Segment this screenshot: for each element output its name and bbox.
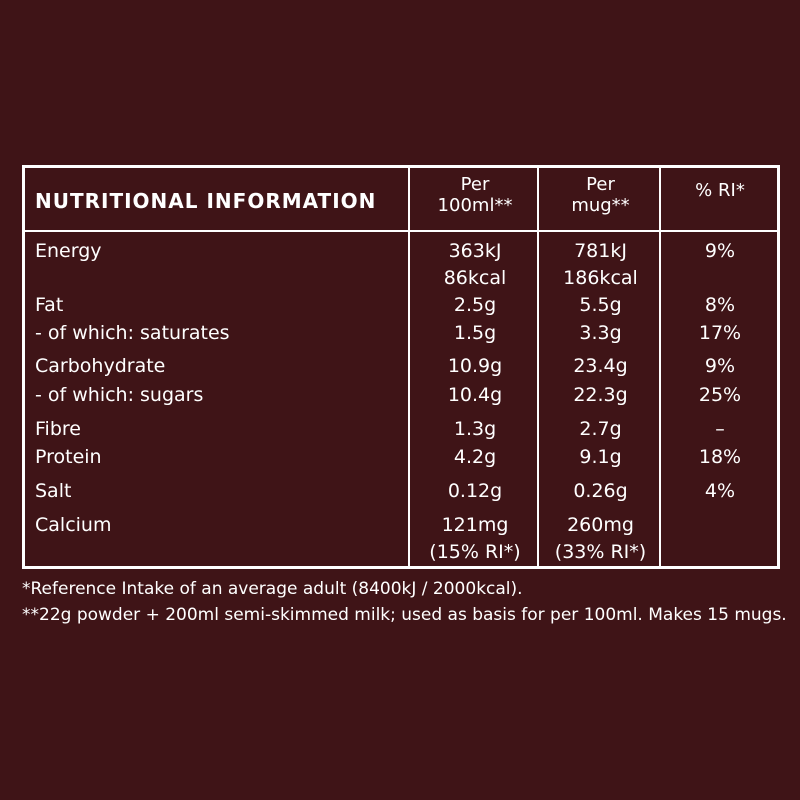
saturates-per-100ml: 1.5g [453,322,497,344]
header-per-mug: Per mug** [571,174,630,216]
row-label-salt: Salt [35,480,72,502]
protein-per-100ml: 4.2g [453,446,497,468]
sugars-per-100ml: 10.4g [447,384,503,406]
nutrition-table: NUTRITIONAL INFORMATION Per 100ml** Per … [22,165,780,569]
fat-per-100ml: 2.5g [453,294,497,316]
row-label-energy: Energy [35,240,102,262]
row-label-calcium: Calcium [35,514,112,536]
calcium-per-mug: 260mg (33% RI*) [554,514,647,563]
protein-ri: 18% [698,446,742,468]
fibre-per-100ml: 1.3g [453,418,497,440]
energy-per-mug: 781kJ 186kcal [563,240,638,289]
table-title: NUTRITIONAL INFORMATION [35,189,377,213]
calcium-per-100ml: 121mg (15% RI*) [429,514,521,563]
fat-ri: 8% [704,294,736,316]
sugars-ri: 25% [698,384,742,406]
energy-per-100ml: 363kJ 86kcal [443,240,507,289]
footnote-serving: **22g powder + 200ml semi-skimmed milk; … [22,605,787,625]
protein-per-mug: 9.1g [579,446,622,468]
salt-per-100ml: 0.12g [447,480,503,502]
sugars-per-mug: 22.3g [573,384,628,406]
salt-per-mug: 0.26g [573,480,628,502]
footnote-reference-intake: *Reference Intake of an average adult (8… [22,579,523,599]
row-label-fat: Fat [35,294,64,316]
row-label-protein: Protein [35,446,102,468]
row-label-sugars: - of which: sugars [35,384,204,406]
row-label-carbohydrate: Carbohydrate [35,355,166,377]
header-divider [25,230,777,232]
fibre-ri: – [715,418,725,440]
column-divider [537,168,539,566]
row-label-fibre: Fibre [35,418,81,440]
carbohydrate-per-100ml: 10.9g [447,355,503,377]
footnotes: *Reference Intake of an average adult (8… [22,576,787,628]
column-divider [659,168,661,566]
column-divider [408,168,410,566]
energy-ri: 9% [704,240,736,262]
salt-ri: 4% [704,480,736,502]
header-per-100ml: Per 100ml** [437,174,513,216]
fibre-per-mug: 2.7g [579,418,622,440]
carbohydrate-ri: 9% [704,355,736,377]
saturates-per-mug: 3.3g [579,322,622,344]
header-ri: % RI* [695,180,745,201]
carbohydrate-per-mug: 23.4g [573,355,628,377]
row-label-saturates: - of which: saturates [35,322,230,344]
fat-per-mug: 5.5g [579,294,622,316]
saturates-ri: 17% [698,322,742,344]
